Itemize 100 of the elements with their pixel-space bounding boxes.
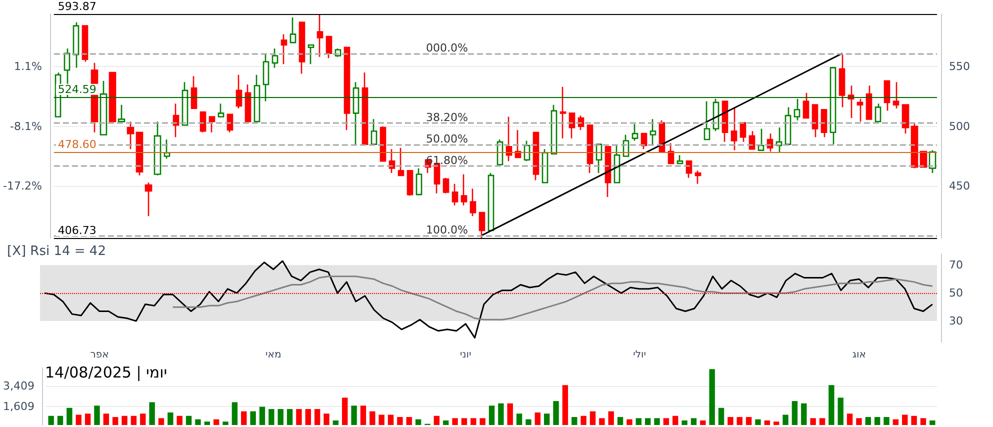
candlestick — [326, 36, 332, 59]
candlestick — [126, 120, 134, 150]
bar — [397, 417, 403, 425]
candlestick — [72, 22, 80, 68]
y2-tick-label: 1.1% — [14, 60, 42, 74]
bar — [140, 414, 146, 425]
bar — [599, 418, 605, 425]
bar — [452, 418, 458, 425]
bar — [892, 419, 899, 425]
candlestick — [362, 72, 368, 146]
candlestick — [650, 118, 656, 146]
candlestick — [910, 122, 918, 169]
candlestick — [254, 74, 260, 122]
bar — [57, 416, 64, 425]
candlestick — [722, 100, 728, 143]
candlestick — [560, 86, 566, 139]
candlestick — [488, 172, 494, 232]
candlestick — [108, 72, 116, 122]
bar — [690, 418, 697, 425]
bar — [378, 414, 384, 425]
bar — [544, 414, 550, 425]
bar — [553, 401, 559, 425]
bar — [66, 408, 72, 425]
candlestick — [874, 102, 882, 122]
bar — [314, 409, 320, 425]
candlestick — [812, 104, 818, 138]
candlestick — [280, 34, 288, 65]
candlestick — [344, 46, 350, 131]
bar — [488, 406, 495, 425]
bar — [286, 409, 293, 425]
y-tick-label: 50 — [949, 286, 963, 300]
ref-line-label: 478.60 — [58, 138, 96, 151]
candlestick — [820, 108, 828, 138]
bar — [48, 416, 54, 425]
bar — [470, 418, 476, 425]
candlestick — [532, 132, 540, 181]
candlestick — [316, 13, 324, 58]
candlestick — [830, 67, 836, 145]
bar — [122, 416, 128, 425]
bar — [213, 419, 220, 425]
bar — [590, 411, 596, 425]
candlestick — [550, 104, 558, 155]
x-tick-label: אפר — [90, 350, 109, 360]
candlestick — [568, 112, 576, 139]
bar — [268, 409, 274, 425]
annotation: 000.0% — [426, 41, 468, 54]
candlestick — [298, 22, 306, 74]
bar — [562, 385, 568, 425]
bar — [406, 417, 412, 425]
bar — [572, 417, 578, 425]
bar — [709, 369, 715, 425]
bar — [332, 420, 339, 425]
candlestick — [794, 98, 800, 122]
candlestick — [182, 81, 188, 126]
bar — [204, 422, 210, 425]
candlestick — [290, 16, 296, 44]
bar — [158, 418, 164, 425]
candlestick — [262, 52, 270, 102]
bar — [388, 414, 394, 425]
y-tick-label: 70 — [949, 258, 963, 272]
candlestick — [632, 123, 638, 142]
candlestick — [370, 118, 378, 145]
bar — [84, 414, 91, 425]
candlestick — [226, 114, 234, 133]
bar — [736, 417, 742, 425]
bar — [360, 406, 366, 425]
bar — [370, 411, 376, 425]
candlestick — [902, 104, 910, 134]
bar — [865, 417, 871, 425]
candlestick — [784, 106, 792, 146]
candlestick — [452, 183, 458, 206]
chart-title: יומי | 14/08/2025 — [45, 364, 168, 382]
candlestick — [470, 188, 476, 217]
bar — [516, 414, 522, 425]
bar — [232, 402, 238, 425]
bar — [168, 412, 174, 425]
bar — [608, 411, 614, 425]
bar — [682, 420, 688, 425]
candlestick — [704, 100, 710, 140]
bar — [773, 422, 780, 425]
candlestick — [244, 84, 252, 122]
candlestick — [748, 130, 756, 150]
bar — [324, 414, 330, 425]
annotation: 38.20% — [426, 110, 468, 124]
candlestick — [668, 142, 674, 164]
bar — [351, 406, 357, 425]
bar — [828, 385, 834, 425]
candlestick — [848, 85, 854, 119]
bar — [103, 414, 110, 425]
candlestick — [118, 104, 126, 122]
bar — [250, 411, 256, 425]
y2-tick-label: -17.2% — [2, 179, 42, 192]
candlestick — [776, 126, 782, 154]
annotation: 50.00% — [426, 132, 468, 146]
bar — [507, 403, 513, 425]
candlestick — [352, 81, 360, 146]
bar — [636, 418, 642, 425]
candlestick — [802, 92, 810, 119]
bar — [305, 409, 311, 425]
bar — [112, 417, 118, 425]
